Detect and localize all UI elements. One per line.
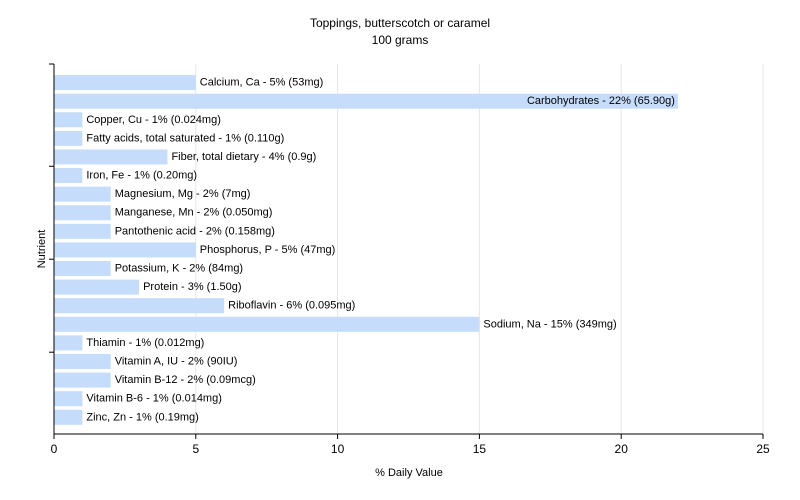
bar <box>54 335 83 351</box>
bar <box>54 261 111 277</box>
y-axis-label: Nutrient <box>36 230 48 269</box>
bar <box>54 112 83 128</box>
chart-title: Toppings, butterscotch or caramel <box>310 16 490 30</box>
x-tick-label: 0 <box>51 442 58 456</box>
x-tick-label: 5 <box>192 442 199 456</box>
bar <box>54 353 111 369</box>
bar <box>54 298 225 314</box>
chart-subtitle: 100 grams <box>372 33 429 47</box>
bar-label: Fiber, total dietary - 4% (0.9g) <box>171 151 316 163</box>
bar <box>54 316 480 332</box>
bar <box>54 279 140 295</box>
bar-label: Fatty acids, total saturated - 1% (0.110… <box>86 132 284 144</box>
x-tick-label: 25 <box>756 442 770 456</box>
bar-label: Riboflavin - 6% (0.095mg) <box>228 300 355 312</box>
x-tick-label: 15 <box>473 442 487 456</box>
bar <box>54 223 111 239</box>
x-tick-label: 20 <box>615 442 629 456</box>
bars: Calcium, Ca - 5% (53mg) Carbohydrates - 2… <box>54 75 678 425</box>
bar-label: Vitamin B-6 - 1% (0.014mg) <box>86 393 222 405</box>
bar-label: Vitamin B-12 - 2% (0.09mcg) <box>115 374 256 386</box>
bar-label: Pantothenic acid - 2% (0.158mg) <box>115 225 275 237</box>
bar <box>54 372 111 388</box>
bar <box>54 168 83 184</box>
bar <box>54 186 111 202</box>
bar-label: Manganese, Mn - 2% (0.050mg) <box>115 207 273 219</box>
gridlines <box>195 64 764 434</box>
bar-label: Carbohydrates - 22% (65.90g) <box>527 95 675 107</box>
bar <box>54 409 83 425</box>
bar-label: Thiamin - 1% (0.012mg) <box>86 337 204 349</box>
bar <box>54 205 111 221</box>
bar-label: Copper, Cu - 1% (0.024mg) <box>86 114 221 126</box>
bar-label: Vitamin A, IU - 2% (90IU) <box>115 355 238 367</box>
bar-label: Protein - 3% (1.50g) <box>143 281 241 293</box>
bar-label: Calcium, Ca - 5% (53mg) <box>200 77 323 89</box>
bar <box>54 93 678 109</box>
x-tick-label: 10 <box>331 442 345 456</box>
bar-label: Zinc, Zn - 1% (0.19mg) <box>86 411 198 423</box>
bar-label: Iron, Fe - 1% (0.20mg) <box>86 170 197 182</box>
bar <box>54 391 83 407</box>
axes: 0 5 10 15 20 25 <box>49 63 770 456</box>
bar-label: Sodium, Na - 15% (349mg) <box>483 318 616 330</box>
bar-label: Phosphorus, P - 5% (47mg) <box>200 244 336 256</box>
bar <box>54 242 196 258</box>
x-axis-label: % Daily Value <box>375 467 443 479</box>
bar-label: Magnesium, Mg - 2% (7mg) <box>115 188 251 200</box>
bar <box>54 149 168 165</box>
bar <box>54 130 83 146</box>
bar-label: Potassium, K - 2% (84mg) <box>115 263 243 275</box>
bar <box>54 75 196 91</box>
